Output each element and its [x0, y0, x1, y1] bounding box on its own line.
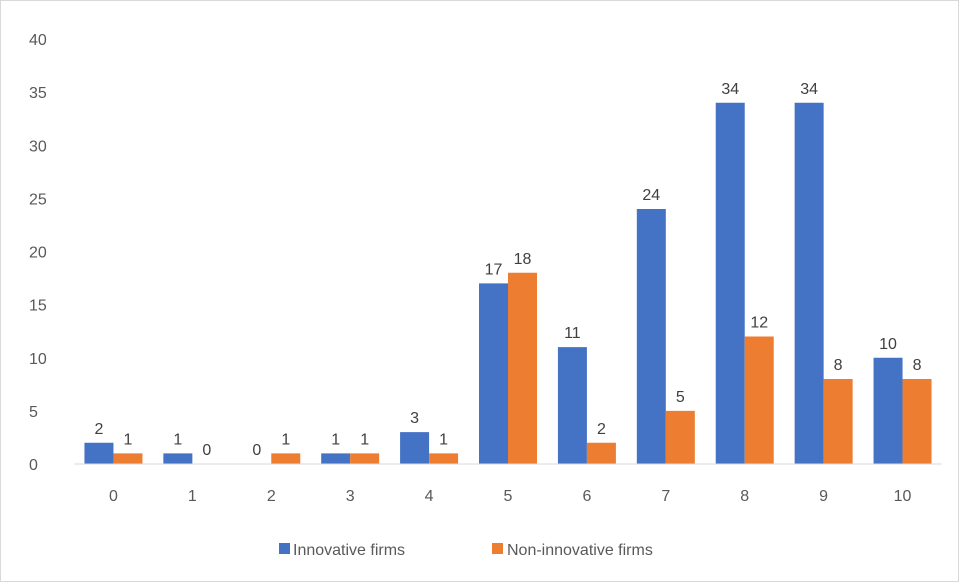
bar-non-innovative [350, 453, 380, 464]
bar-innovative [163, 453, 193, 464]
x-tick-label: 7 [661, 488, 670, 505]
data-label: 34 [800, 81, 818, 98]
legend-swatch [279, 543, 290, 554]
y-tick-label: 15 [29, 298, 47, 315]
data-label: 1 [439, 431, 448, 448]
data-label: 1 [173, 431, 182, 448]
x-tick-label: 0 [109, 488, 118, 505]
y-tick-label: 20 [29, 245, 47, 262]
x-tick-label: 8 [740, 488, 749, 505]
x-tick-label: 6 [582, 488, 591, 505]
data-label: 0 [202, 442, 211, 459]
bar-non-innovative [902, 379, 932, 464]
data-label: 18 [514, 251, 532, 268]
bar-non-innovative [744, 336, 774, 464]
legend-swatch [492, 543, 503, 554]
legend-label: Innovative firms [293, 542, 405, 559]
data-label: 1 [124, 431, 133, 448]
y-tick-label: 0 [29, 457, 38, 474]
bar-non-innovative [429, 453, 459, 464]
bars [84, 102, 932, 464]
y-tick-label: 30 [29, 138, 47, 155]
bar-innovative [84, 442, 114, 464]
bar-innovative [321, 453, 351, 464]
legend: Innovative firms Non-innovative firms [279, 542, 653, 559]
y-tick-label: 25 [29, 191, 47, 208]
data-label: 17 [485, 261, 503, 278]
x-axis-ticks: 0 1 2 3 4 5 6 7 8 9 10 [109, 488, 912, 505]
bar-non-innovative [665, 410, 695, 464]
bar-non-innovative [508, 272, 537, 464]
data-label: 1 [281, 431, 290, 448]
bar-innovative [400, 432, 430, 464]
data-label: 1 [331, 431, 340, 448]
bar-innovative [794, 102, 824, 464]
y-tick-label: 10 [29, 351, 47, 368]
y-axis-ticks: 0 5 10 15 20 25 30 35 40 [29, 32, 47, 474]
data-label: 24 [642, 187, 660, 204]
data-label: 12 [750, 315, 768, 332]
y-tick-label: 5 [29, 404, 38, 421]
data-label: 2 [95, 421, 104, 438]
data-label: 2 [597, 421, 606, 438]
bar-non-innovative [113, 453, 143, 464]
data-label: 10 [879, 336, 897, 353]
bar-innovative [636, 209, 666, 464]
bar-non-innovative [586, 442, 616, 464]
data-label: 3 [410, 410, 419, 427]
bar-non-innovative [271, 453, 301, 464]
bar-innovative [715, 102, 745, 464]
y-tick-label: 35 [29, 85, 47, 102]
bar-innovative [873, 357, 903, 464]
data-label: 5 [676, 389, 685, 406]
x-tick-label: 1 [188, 488, 197, 505]
bar-innovative [557, 347, 587, 464]
bar-non-innovative [823, 379, 853, 464]
data-label: 11 [564, 325, 581, 342]
bar-innovative [479, 283, 508, 464]
legend-label: Non-innovative firms [507, 542, 653, 559]
x-tick-label: 9 [819, 488, 828, 505]
x-tick-label: 10 [894, 488, 912, 505]
data-label: 34 [721, 81, 739, 98]
x-tick-label: 3 [346, 488, 355, 505]
x-tick-label: 4 [425, 488, 434, 505]
data-label: 0 [252, 442, 261, 459]
x-tick-label: 2 [267, 488, 276, 505]
x-tick-label: 5 [504, 488, 513, 505]
data-label: 1 [360, 431, 369, 448]
data-label: 8 [834, 357, 843, 374]
data-label: 8 [913, 357, 922, 374]
y-tick-label: 40 [29, 32, 47, 49]
